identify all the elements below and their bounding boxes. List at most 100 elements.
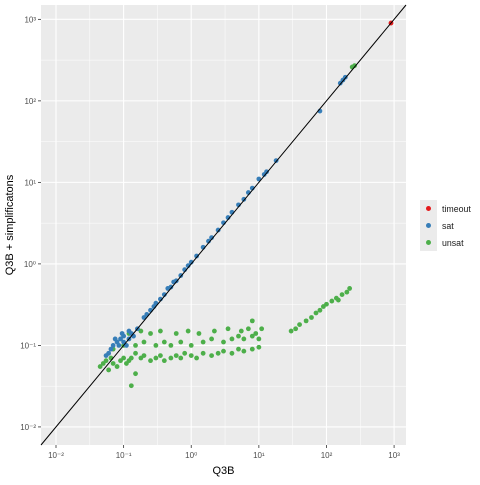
x-tick-label: 10⁰ [185,451,197,460]
point-unsat [256,336,262,342]
point-sat [264,169,269,175]
point-sat [110,343,116,348]
legend-label-sat: sat [442,220,454,231]
point-unsat [236,333,241,339]
y-tick-label: 10² [24,97,36,106]
point-unsat [329,298,335,304]
point-unsat [215,350,221,356]
point-unsat [317,307,323,313]
point-unsat [225,326,231,332]
point-unsat [241,348,247,354]
point-sat [173,278,179,284]
point-sat [188,259,194,265]
point-unsat [229,350,235,356]
y-axis-title: Q3B + simplificatons [4,174,16,275]
point-unsat [185,328,191,334]
point-unsat [128,383,134,389]
point-unsat [178,355,184,361]
legend-item-timeout: timeout [420,200,476,217]
point-sat [126,328,132,334]
legend-item-sat: sat [420,217,476,234]
point-unsat [188,353,194,358]
point-unsat [347,286,353,291]
x-tick-label: 10⁻¹ [116,451,132,460]
x-axis-title: Q3B [212,465,234,477]
point-sat [112,336,118,342]
point-unsat [194,355,199,361]
legend-item-unsat: unsat [420,234,476,251]
diagonal-line [40,4,407,446]
point-sat [241,196,247,202]
point-unsat [253,331,259,336]
point-unsat [128,355,134,361]
point-unsat [297,322,302,327]
point-unsat [103,358,109,364]
point-unsat [221,339,226,345]
point-sat [161,292,167,298]
point-unsat [161,358,167,364]
point-unsat [182,350,188,356]
y-tick-label: 10³ [24,15,36,24]
point-unsat [153,343,159,348]
x-tick-label: 10⁻² [48,451,64,460]
legend-key-timeout [420,200,437,217]
legend-label-unsat: unsat [442,237,464,248]
point-unsat [188,343,194,348]
point-unsat [211,328,217,334]
point-unsat [229,336,235,342]
point-unsat [110,361,116,366]
y-tick-label: 10⁻² [20,423,36,432]
point-unsat [303,318,309,324]
point-unsat [324,301,329,307]
legend-dot-timeout [426,206,431,211]
point-unsat [153,355,159,361]
x-tick-label: 10¹ [253,451,265,460]
point-unsat [352,63,357,69]
point-unsat [241,336,247,342]
point-unsat [339,292,345,298]
point-unsat [313,310,319,316]
point-unsat [158,328,163,334]
point-unsat [138,328,144,334]
point-sat [209,235,214,241]
legend-label-timeout: timeout [442,203,471,214]
y-tick-label: 10⁰ [24,260,36,269]
point-unsat [158,353,163,358]
point-sat [168,284,174,290]
legend-dot-sat [426,223,431,228]
point-unsat [178,339,184,345]
point-unsat [335,297,341,303]
point-unsat [256,344,262,350]
point-unsat [200,339,206,345]
point-unsat [114,364,120,369]
point-sat [118,336,123,342]
point-unsat [141,353,147,358]
point-unsat [133,371,138,377]
point-unsat [288,328,294,334]
point-unsat [148,358,153,364]
point-sat [215,227,221,233]
x-tick-label: 10³ [388,451,400,460]
point-unsat [133,350,138,356]
point-unsat [133,343,138,348]
point-unsat [168,355,174,361]
point-unsat [238,328,244,334]
point-unsat [309,315,314,320]
point-unsat [344,289,350,295]
point-unsat [148,331,153,336]
point-sat [119,331,125,336]
legend: timeout sat unsat [420,196,476,251]
point-unsat [121,355,127,361]
x-tick-label: 10² [321,451,333,460]
legend-key-sat [420,217,437,234]
point-unsat [141,339,147,345]
point-unsat [173,353,179,358]
point-unsat [173,331,179,336]
point-unsat [106,367,112,373]
legend-dot-unsat [426,240,431,245]
point-sat [116,343,122,348]
point-unsat [200,350,206,356]
y-tick-label: 10⁻¹ [20,341,36,350]
